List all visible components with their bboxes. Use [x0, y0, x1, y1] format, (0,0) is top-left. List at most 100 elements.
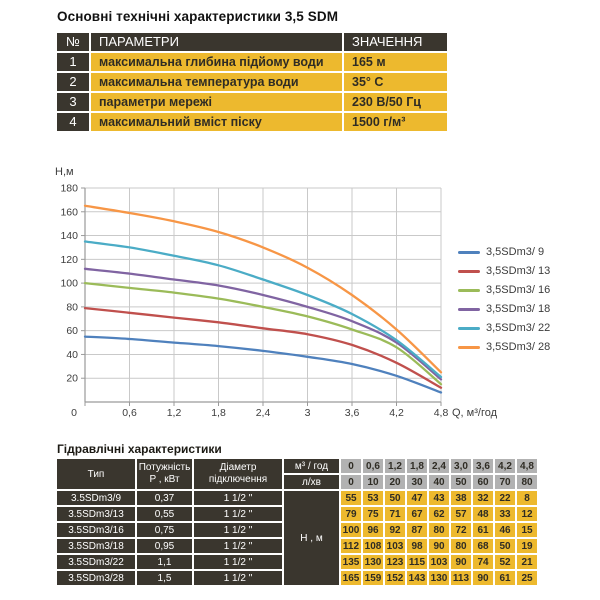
hydro-head-value-cell: 50 [385, 491, 405, 505]
page-title: Основні технічні характеристики 3,5 SDM [57, 9, 339, 24]
spec-row: 3 параметри мережі 230 В/50 Гц [57, 93, 447, 111]
legend-item: 3,5SDm3/ 13 [458, 265, 550, 277]
hydro-diameter-cell: 1 1/2 " [194, 507, 282, 521]
hydro-diameter-cell: 1 1/2 " [194, 571, 282, 585]
chart-legend: 3,5SDm3/ 9 3,5SDm3/ 13 3,5SDm3/ 16 3,5SDm3/… [458, 246, 550, 360]
spec-num-cell: 1 [57, 53, 89, 71]
pump-curve [83, 281, 443, 386]
hydro-head-value-cell: 19 [517, 539, 537, 553]
flow-lmin-header-cell: 20 [385, 475, 405, 489]
spec-value-cell: 35° C [344, 73, 447, 91]
legend-label: 3,5SDm3/ 22 [486, 322, 551, 334]
hydro-type-cell: 3.5SDm3/9 [57, 491, 135, 505]
flow-lmin-header-cell: 40 [429, 475, 449, 489]
flow-lmin-header-cell: 10 [363, 475, 383, 489]
hydro-head-value-cell: 96 [363, 523, 383, 537]
hydro-head-value-cell: 57 [451, 507, 471, 521]
hydro-row: 3.5SDm3/13 0,55 1 1/2 " 79 75 71 67 62 57 48 33 12 [57, 507, 537, 521]
flow-lmin-header-cell: 50 [451, 475, 471, 489]
hydro-head-value-cell: 15 [517, 523, 537, 537]
spec-param-cell: максимальна глибина підйому води [91, 53, 342, 71]
x-axis-tick-label: 0 [71, 407, 77, 419]
spec-row: 1 максимальна глибина підйому води 165 м [57, 53, 447, 71]
pump-curve [83, 204, 443, 374]
y-axis-title: Н,м [55, 166, 74, 178]
hydro-head-value-cell: 21 [517, 555, 537, 569]
flow-m3-header-cell: 1,8 [407, 459, 427, 473]
flow-lmin-header-cell: 0 [341, 475, 361, 489]
flow-lmin-header-cell: 80 [517, 475, 537, 489]
legend-swatch [458, 250, 480, 254]
hydro-diameter-cell: 1 1/2 " [194, 491, 282, 505]
hydro-head-value-cell: 123 [385, 555, 405, 569]
specs-header-row: № ПАРАМЕТРИ ЗНАЧЕННЯ [57, 33, 447, 51]
hydro-head-value-cell: 130 [363, 555, 383, 569]
hydro-head-value-cell: 32 [473, 491, 493, 505]
flow-m3-header-cell: 4,2 [495, 459, 515, 473]
x-axis-tick-label: 4,2 [389, 407, 404, 419]
hydro-head-value-cell: 75 [363, 507, 383, 521]
y-axis-tick-label: 180 [60, 183, 78, 195]
y-axis-tick-label: 80 [66, 301, 78, 313]
hydro-head-value-cell: 80 [451, 539, 471, 553]
y-axis-tick-label: 60 [66, 325, 78, 337]
legend-item: 3,5SDm3/ 16 [458, 284, 550, 296]
hydro-type-cell: 3.5SDm3/13 [57, 507, 135, 521]
flow-m3-header-cell: 0,6 [363, 459, 383, 473]
hydro-row: 3.5SDm3/22 1,1 1 1/2 " 135 130 123 115 103 90 74 5… [57, 555, 537, 569]
spec-value-cell: 165 м [344, 53, 447, 71]
spec-row: 4 максимальний вміст піску 1500 г/м³ [57, 113, 447, 131]
hydro-head-value-cell: 71 [385, 507, 405, 521]
specs-table: № ПАРАМЕТРИ ЗНАЧЕННЯ 1 максимальна глибин… [55, 31, 449, 133]
hydro-head-value-cell: 25 [517, 571, 537, 585]
hydro-type-cell: 3.5SDm3/16 [57, 523, 135, 537]
pump-curves-chart: 20 40 60 80 100 120 140 160 180 0 0,6 1,2 1,8 2,4 3 3,6… [55, 166, 498, 419]
hydro-head-value-cell: 67 [407, 507, 427, 521]
hydro-head-value-cell: 46 [495, 523, 515, 537]
hydro-header-diameter-line2: підключення [208, 474, 268, 485]
hydro-head-value-cell: 52 [495, 555, 515, 569]
hydro-head-value-cell: 90 [429, 539, 449, 553]
hydro-power-cell: 0,75 [137, 523, 192, 537]
specs-header-value: ЗНАЧЕННЯ [344, 33, 447, 51]
y-axis-tick-label: 120 [60, 254, 78, 266]
y-axis-tick-label: 100 [60, 278, 78, 290]
hydro-head-value-cell: 61 [495, 571, 515, 585]
legend-label: 3,5SDm3/ 28 [486, 341, 551, 353]
hydro-head-value-cell: 87 [407, 523, 427, 537]
hydro-power-cell: 1,5 [137, 571, 192, 585]
hydro-head-value-cell: 92 [385, 523, 405, 537]
hydro-head-value-cell: 103 [429, 555, 449, 569]
legend-label: 3,5SDm3/ 13 [486, 265, 551, 277]
y-axis-tick-label: 40 [66, 349, 78, 361]
x-axis-tick-label: 1,2 [167, 407, 182, 419]
hydro-head-value-cell: 12 [517, 507, 537, 521]
legend-swatch [458, 345, 480, 349]
hydraulics-table-body: 3.5SDm3/9 0,37 1 1/2 " Н , м 55 53 50 47 43 38 32 2… [57, 491, 537, 585]
spec-param-cell: максимальний вміст піску [91, 113, 342, 131]
specs-header-param: ПАРАМЕТРИ [91, 33, 342, 51]
legend-item: 3,5SDm3/ 28 [458, 341, 550, 353]
hydro-head-value-cell: 47 [407, 491, 427, 505]
hydro-head-value-cell: 98 [407, 539, 427, 553]
hydro-diameter-cell: 1 1/2 " [194, 523, 282, 537]
pump-curve [83, 335, 443, 394]
hydro-head-value-cell: 103 [385, 539, 405, 553]
hydro-head-value-cell: 74 [473, 555, 493, 569]
hydro-header-row-flow-m3: Тип Потужність P , кВт Діаметр підключен… [57, 459, 537, 489]
legend-label: 3,5SDm3/ 9 [486, 246, 545, 258]
spec-num-cell: 2 [57, 73, 89, 91]
hydro-head-value-cell: 115 [407, 555, 427, 569]
x-axis-tick-label: 4,8 [434, 407, 449, 419]
legend-label: 3,5SDm3/ 16 [486, 284, 551, 296]
hydro-head-value-cell: 90 [451, 555, 471, 569]
hydro-head-value-cell: 55 [341, 491, 361, 505]
hydro-head-value-cell: 130 [429, 571, 449, 585]
hydro-header-flow-lmin: л/хв [284, 475, 339, 489]
hydro-type-cell: 3.5SDm3/28 [57, 571, 135, 585]
spec-num-cell: 3 [57, 93, 89, 111]
legend-label: 3,5SDm3/ 18 [486, 303, 551, 315]
hydro-head-value-cell: 33 [495, 507, 515, 521]
hydro-head-value-cell: 53 [363, 491, 383, 505]
